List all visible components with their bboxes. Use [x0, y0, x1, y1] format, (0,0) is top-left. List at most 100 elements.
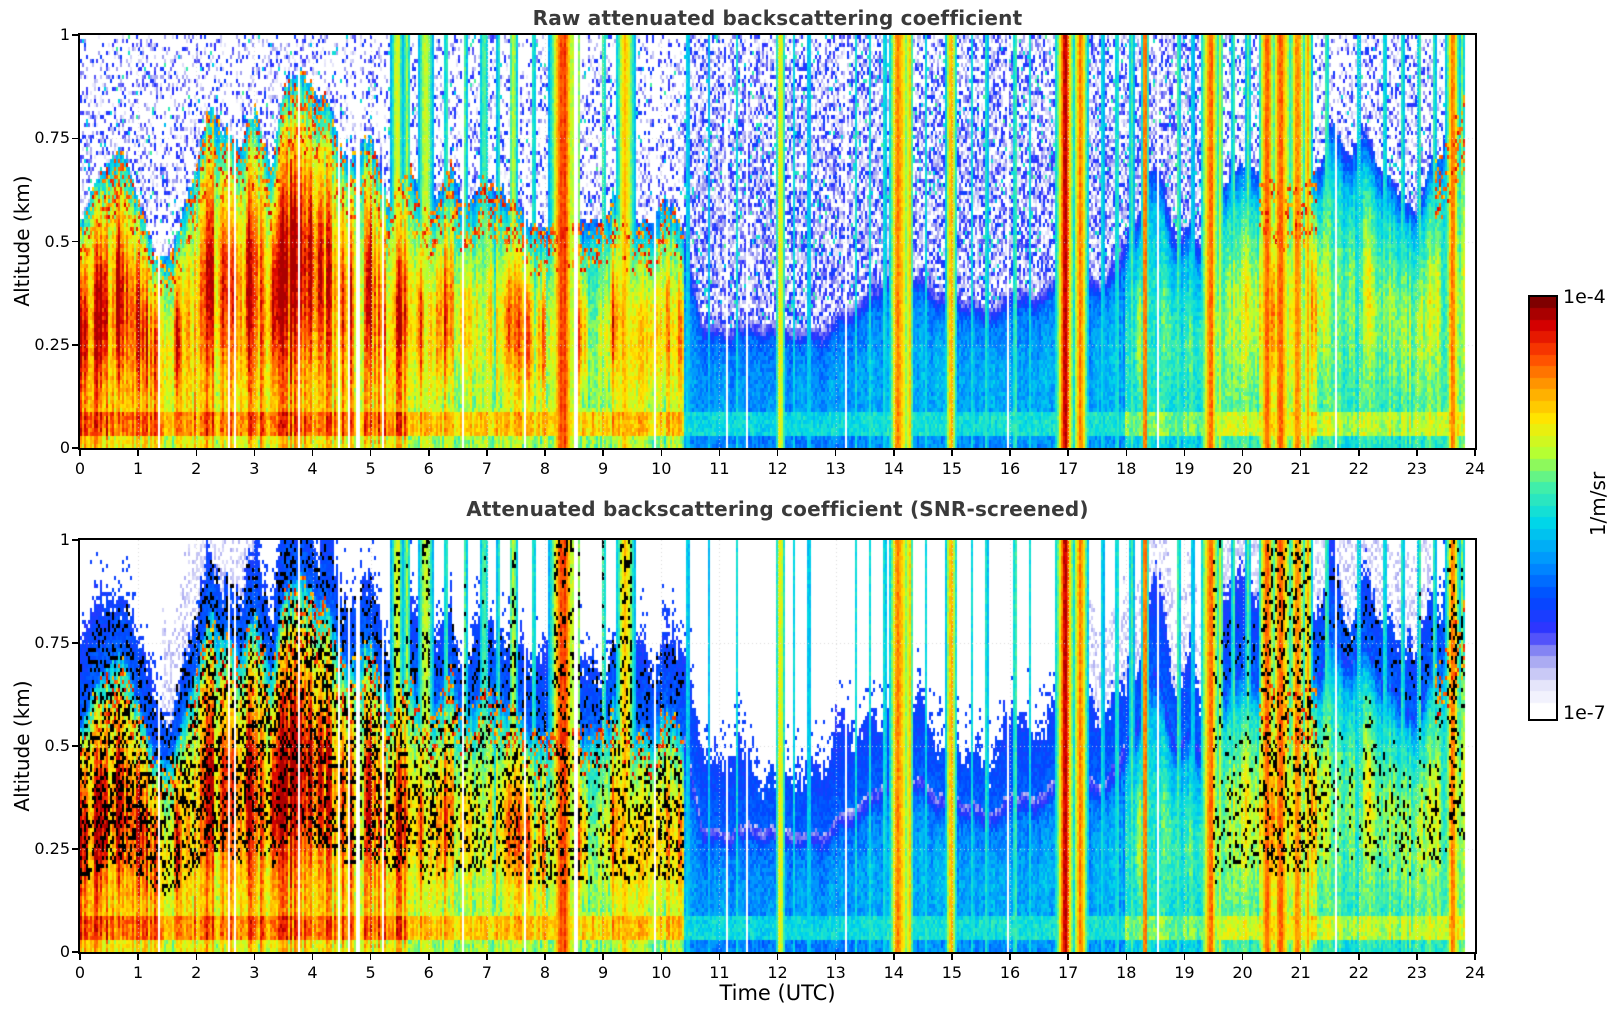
y-tick-label: 0.75: [34, 128, 70, 148]
x-tick-label: 4: [307, 963, 318, 982]
y-tick: [72, 539, 78, 541]
y-tick: [72, 344, 78, 346]
x-axis-label: Time (UTC): [719, 981, 836, 1005]
x-tick-label: 5: [365, 459, 376, 478]
x-tick-label: 21: [1290, 459, 1311, 478]
y-tick: [72, 447, 78, 449]
colorbar: [1528, 295, 1558, 721]
y-tick: [72, 34, 78, 36]
x-tick-label: 9: [598, 963, 609, 982]
x-tick-label: 8: [539, 459, 551, 478]
x-tick: [79, 954, 81, 960]
x-tick: [893, 954, 895, 960]
x-tick: [428, 954, 430, 960]
screened-heatmap-canvas: [80, 540, 1475, 952]
x-tick-label: 0: [74, 459, 86, 478]
x-tick: [1358, 954, 1360, 960]
x-tick-label: 19: [1174, 963, 1195, 982]
x-tick: [1358, 450, 1360, 456]
x-tick: [660, 450, 662, 456]
x-tick-label: 15: [941, 963, 963, 982]
y-tick-label: 1: [59, 530, 70, 549]
x-tick: [1241, 954, 1244, 960]
x-tick-label: 11: [709, 963, 730, 982]
x-tick: [1183, 954, 1186, 960]
x-tick-label: 5: [365, 963, 376, 982]
x-tick: [893, 450, 895, 456]
x-tick: [369, 954, 372, 960]
y-tick: [72, 951, 78, 953]
x-tick-label: 7: [481, 963, 492, 982]
x-tick: [1009, 954, 1011, 960]
x-tick-label: 18: [1116, 459, 1137, 478]
x-tick: [1416, 954, 1418, 960]
x-tick-label: 13: [825, 459, 846, 478]
colorbar-max-label: 1e-4: [1563, 286, 1606, 308]
x-tick-label: 12: [767, 459, 788, 478]
x-tick: [195, 954, 197, 960]
y-tick-label: 1: [59, 25, 70, 44]
x-tick: [195, 450, 197, 456]
x-tick-label: 0: [74, 963, 86, 982]
x-tick-label: 22: [1348, 963, 1369, 982]
x-tick: [1299, 450, 1302, 456]
x-tick: [1474, 450, 1476, 456]
y-tick: [72, 848, 78, 850]
x-tick-label: 16: [999, 459, 1021, 478]
x-tick-label: 11: [709, 459, 730, 478]
x-tick: [718, 954, 721, 960]
x-tick-label: 4: [307, 459, 318, 478]
x-tick: [1067, 450, 1069, 456]
x-tick-label: 8: [539, 963, 551, 982]
y-tick: [72, 240, 78, 243]
x-tick: [79, 450, 81, 456]
x-tick-label: 12: [767, 963, 788, 982]
x-tick: [1299, 954, 1302, 960]
colorbar-canvas: [1530, 297, 1556, 715]
x-tick: [834, 954, 837, 960]
x-tick-label: 6: [423, 459, 434, 478]
x-tick: [486, 954, 488, 960]
x-tick-label: 24: [1464, 459, 1486, 478]
y-tick-label: 0: [59, 438, 70, 457]
x-tick-label: 21: [1290, 963, 1311, 982]
colorbar-min-label: 1e-7: [1563, 702, 1606, 724]
x-tick-label: 24: [1464, 963, 1486, 982]
x-tick: [1474, 954, 1476, 960]
y-tick-label: 0.5: [44, 736, 70, 755]
screened-panel-title: Attenuated backscattering coefficient (S…: [466, 497, 1089, 521]
x-tick: [602, 954, 604, 960]
y-tick-label: 0.5: [44, 231, 70, 251]
y-tick-label: 0: [59, 942, 70, 961]
x-tick-label: 1: [133, 963, 144, 982]
x-tick: [137, 954, 139, 960]
y-tick-label: 0.25: [34, 839, 70, 858]
x-tick: [602, 450, 604, 456]
x-tick-label: 14: [883, 459, 904, 478]
x-tick-label: 3: [249, 963, 260, 982]
x-tick: [1009, 450, 1011, 456]
x-tick: [951, 450, 953, 456]
x-tick: [311, 954, 314, 960]
x-tick: [428, 450, 430, 456]
x-tick: [253, 450, 256, 456]
x-tick: [544, 954, 546, 960]
x-tick-label: 20: [1232, 459, 1253, 478]
x-tick-label: 15: [941, 459, 963, 478]
x-tick: [1125, 450, 1127, 456]
x-tick: [1241, 450, 1244, 456]
x-tick-label: 3: [249, 459, 260, 478]
x-tick-label: 2: [191, 459, 202, 478]
raw-heatmap-canvas: [80, 35, 1475, 448]
x-tick-label: 19: [1174, 459, 1195, 478]
x-tick: [718, 450, 721, 456]
x-tick: [951, 954, 953, 960]
x-tick: [1183, 450, 1186, 456]
x-tick-label: 9: [598, 459, 609, 478]
x-tick-label: 22: [1348, 459, 1369, 478]
x-tick: [660, 954, 662, 960]
raw-heatmap-panel: [78, 33, 1477, 450]
x-tick: [834, 450, 837, 456]
y-tick: [72, 642, 78, 644]
x-tick-label: 7: [481, 459, 492, 478]
